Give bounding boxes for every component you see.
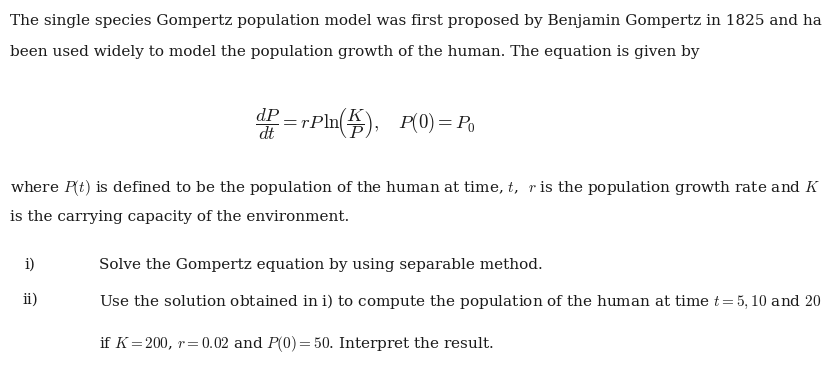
Text: is the carrying capacity of the environment.: is the carrying capacity of the environm… [10,210,349,224]
Text: Use the solution obtained in i) to compute the population of the human at time $: Use the solution obtained in i) to compu… [99,293,822,311]
Text: if $K = 200$, $r = 0.02$ and $P(0) = 50$. Interpret the result.: if $K = 200$, $r = 0.02$ and $P(0) = 50$… [99,334,493,354]
Text: The single species Gompertz population model was first proposed by Benjamin Gomp: The single species Gompertz population m… [10,14,822,28]
Text: where $P(t)$ is defined to be the population of the human at time, $t$,  $r$ is : where $P(t)$ is defined to be the popula… [10,178,820,198]
Text: $\dfrac{dP}{dt} = rP\,\mathrm{ln}\!\left(\dfrac{K}{P}\right), \quad P(0) = P_0$: $\dfrac{dP}{dt} = rP\,\mathrm{ln}\!\left… [255,106,476,142]
Text: Solve the Gompertz equation by using separable method.: Solve the Gompertz equation by using sep… [99,258,543,272]
Text: ii): ii) [22,293,38,307]
Text: i): i) [25,258,35,272]
Text: been used widely to model the population growth of the human. The equation is gi: been used widely to model the population… [10,45,700,60]
